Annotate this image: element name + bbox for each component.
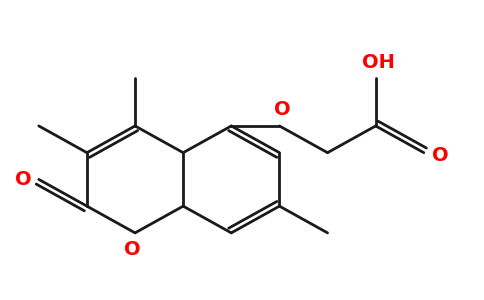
Text: O: O — [432, 146, 449, 165]
Text: O: O — [274, 100, 290, 119]
Text: O: O — [124, 240, 141, 259]
Text: O: O — [15, 170, 32, 189]
Text: OH: OH — [362, 53, 395, 73]
